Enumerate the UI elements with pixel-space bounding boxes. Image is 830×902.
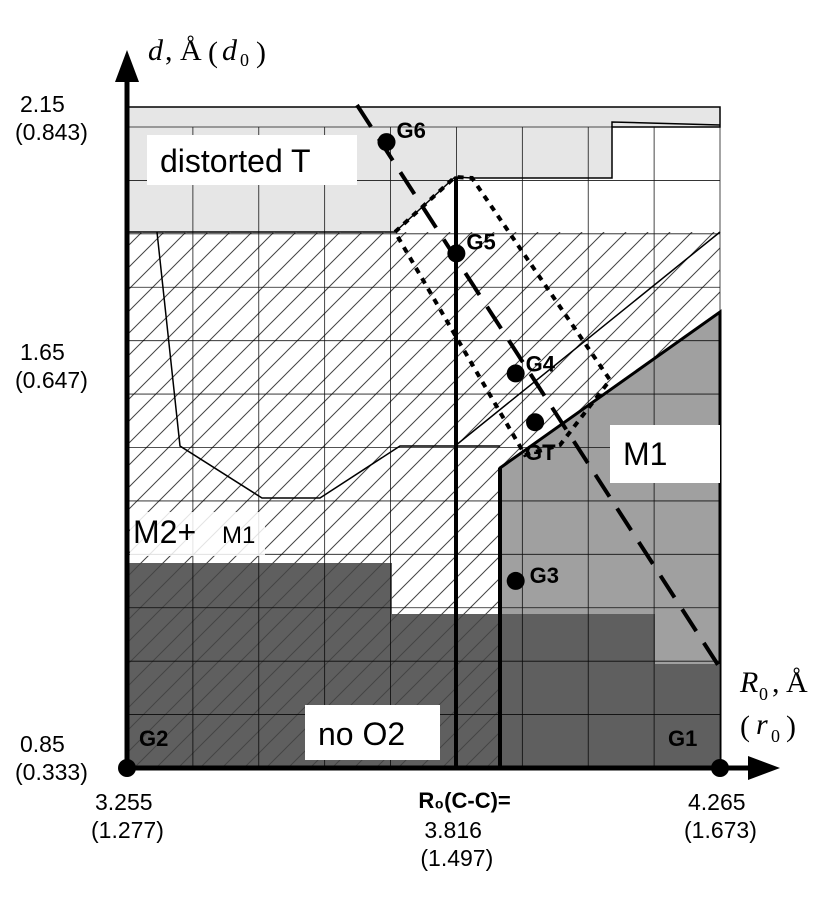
x-label-comma: , [772, 666, 780, 699]
label-no-o2: no O2 [318, 716, 405, 752]
y-tick-label: 1.65 [20, 339, 65, 365]
x-label-sub: 0 [759, 684, 768, 704]
point-label-g5: G5 [466, 229, 495, 254]
y-label-unit: Å [180, 34, 202, 67]
x-tick-label: 4.265 [688, 789, 746, 815]
point-label-g1: G1 [668, 726, 697, 751]
region-labels: distorted T M1 M2+ M1 no O2 [130, 135, 720, 760]
dotted-band [392, 174, 613, 458]
y-axis-label: d , Å ( d 0 ) [148, 34, 266, 70]
x-tick-label-reduced: (1.673) [684, 817, 757, 843]
axes [115, 50, 780, 780]
x-tick-label-reduced: (1.497) [420, 845, 493, 871]
dashed-trajectory [355, 103, 722, 670]
x-axis-label: R 0 , Å ( r 0 ) [739, 666, 808, 746]
point-label-g4: G4 [526, 351, 556, 376]
y-tick-label-reduced: (0.333) [15, 759, 88, 785]
x-tick-labels: 3.255(1.277) R₀(C-C)= 3.816(1.497) 4.265(1.… [91, 788, 757, 871]
y-tick-label-reduced: (0.647) [15, 367, 88, 393]
y-axis-arrow [115, 50, 139, 82]
x-label-paren-close: ) [786, 710, 796, 743]
point-g5 [447, 244, 466, 263]
point-label-g6: G6 [397, 118, 426, 143]
x-label-paren-sub: 0 [771, 726, 780, 746]
x-label-paren-symbol: r [756, 708, 768, 741]
x-axis-arrow [748, 756, 780, 780]
point-label-g2: G2 [139, 726, 168, 751]
y-label-paren-close: ) [256, 36, 266, 69]
y-label-paren-symbol: d [222, 34, 238, 67]
points: G1 G2 G3 G4 GT G5 G6 [118, 118, 729, 777]
x-tick-prefix: R₀(C-C)= [418, 788, 510, 813]
y-tick-label: 0.85 [20, 731, 65, 757]
x-label-unit: Å [786, 666, 808, 699]
point-g1 [711, 759, 729, 777]
y-tick-label-reduced: (0.843) [15, 119, 88, 145]
label-m1: M1 [623, 436, 667, 472]
y-tick-labels: 2.15(0.843) 1.65(0.647) 0.85(0.333) [15, 91, 88, 785]
point-g6 [377, 133, 396, 152]
label-m2-plus: M2+ [133, 514, 196, 550]
y-label-paren-open: ( [208, 36, 218, 69]
label-m2-m1-small: M1 [222, 522, 255, 549]
y-label-comma: , [165, 34, 173, 67]
point-label-gt: GT [525, 440, 556, 465]
point-g4 [506, 364, 525, 383]
x-tick-label: 3.816 [424, 817, 482, 843]
x-label-paren-open: ( [740, 710, 750, 743]
point-g3 [506, 571, 525, 590]
point-gt [526, 413, 545, 432]
point-g2 [118, 759, 136, 777]
x-tick-label-reduced: (1.277) [91, 817, 164, 843]
y-label-symbol: d [148, 34, 164, 67]
label-distorted-t: distorted T [160, 143, 311, 179]
x-tick-label: 3.255 [95, 789, 153, 815]
x-label-symbol: R [739, 666, 758, 699]
y-tick-label: 2.15 [20, 91, 65, 117]
y-label-paren-sub: 0 [240, 50, 249, 70]
point-label-g3: G3 [530, 563, 559, 588]
